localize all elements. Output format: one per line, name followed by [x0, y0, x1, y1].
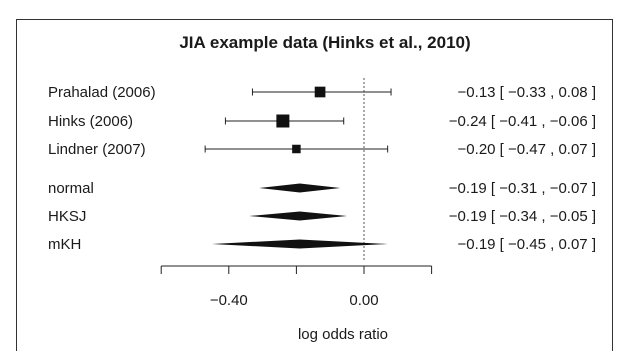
study-ci-text: −0.24 [ −0.41 , −0.06 ] [449, 113, 596, 130]
plot-frame [16, 19, 613, 351]
study-ci-text: −0.13 [ −0.33 , 0.08 ] [458, 84, 596, 101]
x-tick-label: 0.00 [349, 292, 378, 309]
study-point [276, 114, 290, 128]
summary-diamond [259, 183, 341, 193]
summary-ci-text: −0.19 [ −0.45 , 0.07 ] [458, 236, 596, 253]
summary-diamond [249, 211, 348, 221]
summary-diamond [211, 239, 388, 249]
x-axis-label: log odds ratio [298, 326, 388, 343]
summary-ci-text: −0.19 [ −0.31 , −0.07 ] [449, 180, 596, 197]
study-label: Hinks (2006) [48, 113, 133, 130]
study-point [314, 86, 326, 98]
summary-label: normal [48, 180, 94, 197]
summary-ci-text: −0.19 [ −0.34 , −0.05 ] [449, 208, 596, 225]
x-tick-label: −0.40 [210, 292, 248, 309]
summary-label: HKSJ [48, 208, 86, 225]
chart-title: JIA example data (Hinks et al., 2010) [179, 33, 470, 52]
study-point [292, 144, 301, 154]
summary-label: mKH [48, 236, 81, 253]
study-label: Lindner (2007) [48, 141, 146, 158]
study-ci-text: −0.20 [ −0.47 , 0.07 ] [458, 141, 596, 158]
study-label: Prahalad (2006) [48, 84, 156, 101]
